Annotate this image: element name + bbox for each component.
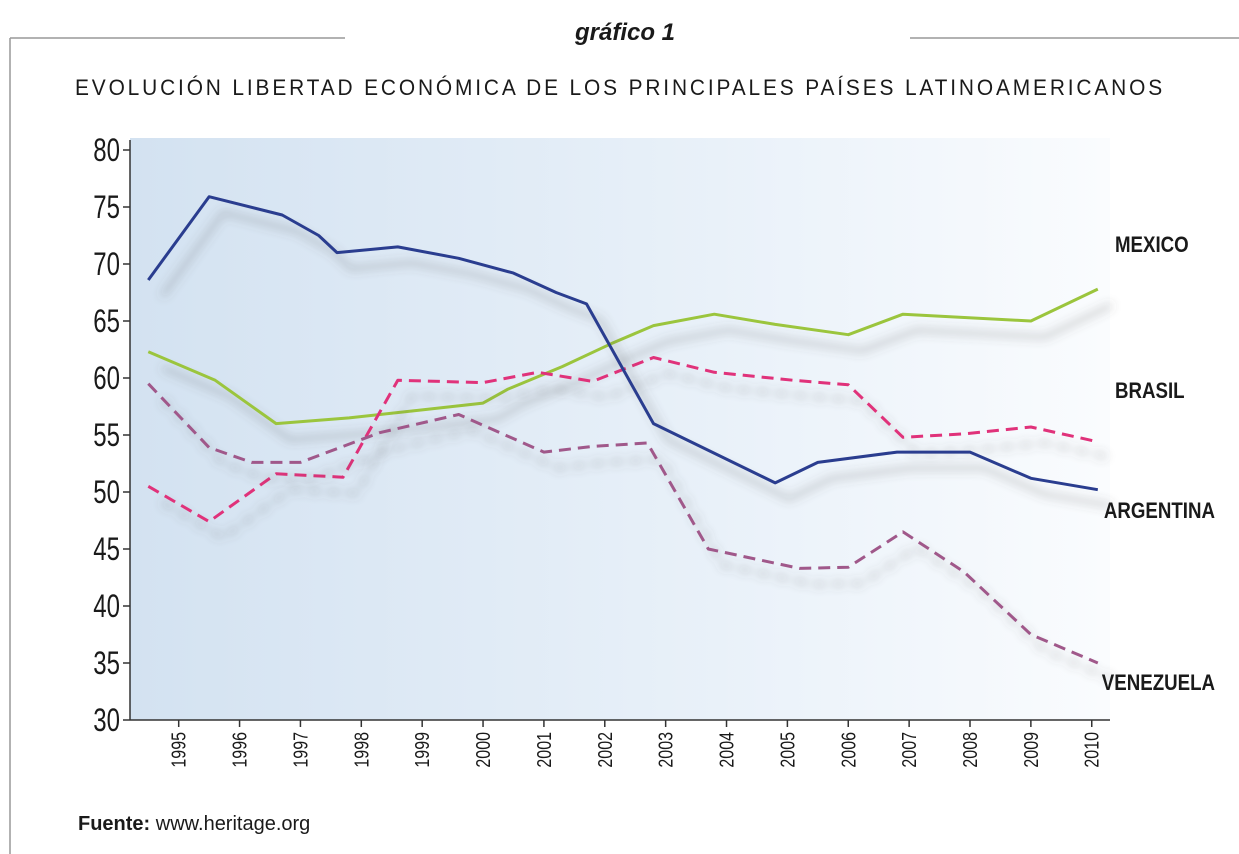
series-label: ARGENTINA bbox=[1104, 500, 1215, 524]
x-tick-label: 2010 bbox=[1081, 732, 1103, 768]
y-tick-label: 30 bbox=[93, 702, 120, 738]
y-tick-label: 60 bbox=[93, 360, 120, 396]
x-tick-label: 1995 bbox=[168, 732, 190, 768]
y-tick-label: 70 bbox=[93, 246, 120, 282]
x-tick-label: 2001 bbox=[533, 732, 555, 768]
x-tick-label: 2007 bbox=[898, 732, 920, 768]
chart-title: EVOLUCIÓN LIBERTAD ECONÓMICA DE LOS PRIN… bbox=[75, 75, 1165, 100]
plot-background bbox=[130, 138, 1110, 720]
x-tick-label: 2002 bbox=[594, 732, 616, 768]
source-label: Fuente: bbox=[78, 813, 150, 835]
x-tick-label: 2005 bbox=[777, 732, 799, 768]
y-tick-label: 55 bbox=[93, 417, 120, 453]
y-tick-label: 75 bbox=[93, 189, 120, 225]
series-label: VENEZUELA bbox=[1102, 672, 1215, 696]
x-tick-label: 2009 bbox=[1020, 732, 1042, 768]
y-tick-label: 45 bbox=[93, 531, 120, 567]
x-tick-label: 2006 bbox=[838, 732, 860, 768]
x-tick-label: 2004 bbox=[716, 732, 738, 768]
x-tick-label: 1996 bbox=[229, 732, 251, 768]
x-tick-label: 2000 bbox=[472, 732, 494, 768]
series-line bbox=[147, 382, 1099, 665]
series-label: MEXICO bbox=[1115, 234, 1189, 258]
series-label: BRASIL bbox=[1115, 380, 1185, 404]
x-tick-label: 1998 bbox=[351, 732, 373, 768]
source: Fuente: www.heritage.org bbox=[78, 813, 310, 835]
source-url: www.heritage.org bbox=[155, 813, 311, 835]
supertitle: gráfico 1 bbox=[574, 19, 675, 46]
x-tick-label: 1999 bbox=[412, 732, 434, 768]
y-tick-label: 65 bbox=[93, 303, 120, 339]
x-tick-label: 2003 bbox=[655, 732, 677, 768]
y-tick-label: 50 bbox=[93, 474, 120, 510]
series-line bbox=[147, 195, 1099, 492]
x-tick-label: 1997 bbox=[290, 732, 312, 768]
y-tick-label: 40 bbox=[93, 588, 120, 624]
y-tick-label: 80 bbox=[93, 132, 120, 168]
series-line bbox=[147, 287, 1099, 426]
x-tick-label: 2008 bbox=[959, 732, 981, 768]
y-tick-label: 35 bbox=[93, 645, 120, 681]
